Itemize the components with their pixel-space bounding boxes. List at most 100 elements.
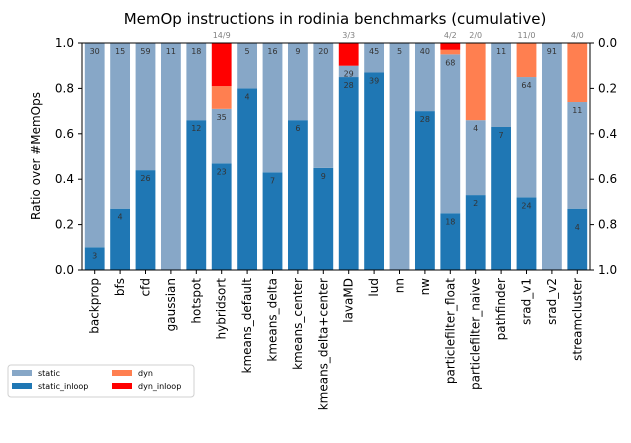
- legend: static static_inloop dyn dyn_inloop: [7, 364, 195, 398]
- legend-swatch-dyn_inloop: [112, 383, 132, 389]
- x-tick-label-hybridsort: hybridsort: [215, 278, 229, 340]
- x-tick-label-kmeans_delta+center: kmeans_delta+center: [316, 278, 330, 410]
- static-label-kmeans_delta+center: 20: [318, 47, 328, 56]
- inloop-label-particlefilter_float: 18: [445, 217, 455, 226]
- inloop-label-lavaMD: 28: [344, 81, 354, 90]
- static-label-pathfinder: 11: [496, 47, 506, 56]
- x-tick-label-srad_v1: srad_v1: [520, 278, 534, 325]
- y-tick-label-right-0.6: 0.6: [598, 172, 617, 186]
- axes-layer: backprop bfs cfd gaussian hotspot hybridsort k…: [55, 36, 617, 410]
- legend-label-dyn: dyn: [138, 369, 153, 378]
- bar-static_inloop-kmeans_delta: [262, 172, 283, 270]
- bar-static_inloop-streamcluster: [567, 208, 588, 270]
- top-label-streamcluster: 4/0: [571, 31, 584, 40]
- x-tick-label-bfs: bfs: [113, 278, 127, 296]
- inloop-label-pathfinder: 7: [499, 131, 504, 140]
- bar-static-nw: [414, 43, 435, 112]
- static-label-particlefilter_naive: 4: [473, 124, 478, 133]
- x-tick-label-cfd: cfd: [139, 278, 153, 296]
- y-tick-label-left-0.8: 0.8: [55, 81, 74, 95]
- inloop-label-kmeans_delta+center: 9: [321, 172, 326, 181]
- top-label-particlefilter_naive: 2/0: [469, 31, 482, 40]
- x-tick-label-nw: nw: [418, 278, 432, 296]
- bar-static-srad_v2: [541, 43, 562, 270]
- bar-static_inloop-kmeans_default: [237, 88, 258, 271]
- inloop-label-backprop: 3: [92, 251, 97, 260]
- top-label-srad_v1: 11/0: [518, 31, 536, 40]
- bar-dyn-particlefilter_float: [440, 49, 461, 55]
- bar-static-particlefilter_float: [440, 54, 461, 214]
- legend-label-static_inloop: static_inloop: [38, 382, 88, 391]
- static-label-hybridsort: 35: [217, 113, 227, 122]
- bar-static-nn: [389, 43, 410, 270]
- y-tick-label-right-0.4: 0.4: [598, 127, 617, 141]
- bar-static_inloop-nw: [414, 111, 435, 270]
- bar-static-kmeans_delta+center: [313, 43, 334, 168]
- static-label-kmeans_center: 9: [295, 47, 300, 56]
- bar-static_inloop-particlefilter_naive: [465, 195, 486, 270]
- legend-label-dyn_inloop: dyn_inloop: [138, 382, 181, 391]
- static-label-kmeans_default: 5: [245, 47, 250, 56]
- bar-static-backprop: [84, 43, 105, 248]
- bar-static-kmeans_center: [287, 43, 308, 121]
- chart-title: MemOp instructions in rodinia benchmarks…: [124, 10, 547, 28]
- y-tick-label-left-0.0: 0.0: [55, 263, 74, 277]
- bar-static-cfd: [135, 43, 156, 171]
- bar-static_inloop-hybridsort: [211, 163, 232, 270]
- bar-dyn_inloop-particlefilter_float: [440, 43, 461, 50]
- bar-static_inloop-hotspot: [186, 120, 207, 271]
- top-label-particlefilter_float: 4/2: [444, 31, 457, 40]
- x-tick-label-particlefilter_naive: particlefilter_naive: [469, 278, 483, 390]
- bar-static-kmeans_default: [237, 43, 258, 89]
- x-tick-label-hotspot: hotspot: [189, 278, 203, 324]
- bar-static_inloop-kmeans_center: [287, 120, 308, 271]
- legend-box: [7, 364, 195, 398]
- legend-swatch-static: [12, 370, 32, 376]
- legend-swatch-dyn: [112, 370, 132, 376]
- static-label-streamcluster: 11: [572, 106, 582, 115]
- bar-static-hybridsort: [211, 108, 232, 164]
- bar-dyn-streamcluster: [567, 43, 588, 103]
- static-label-kmeans_delta: 16: [267, 47, 277, 56]
- bar-static_inloop-pathfinder: [491, 126, 512, 271]
- inloop-label-hotspot: 12: [191, 124, 201, 133]
- x-tick-label-particlefilter_float: particlefilter_float: [443, 278, 457, 384]
- bar-static-lavaMD: [338, 65, 359, 78]
- y-tick-label-left-0.2: 0.2: [55, 218, 74, 232]
- x-tick-label-pathfinder: pathfinder: [494, 278, 508, 340]
- inloop-label-cfd: 26: [140, 174, 150, 183]
- bar-static-streamcluster: [567, 102, 588, 209]
- inloop-label-hybridsort: 23: [217, 167, 227, 176]
- inloop-label-kmeans_delta: 7: [270, 176, 275, 185]
- y-tick-label-left-1.0: 1.0: [55, 36, 74, 50]
- static-label-nn: 5: [397, 47, 402, 56]
- x-tick-label-srad_v2: srad_v2: [545, 278, 559, 325]
- bar-static-bfs: [110, 43, 131, 209]
- x-tick-label-kmeans_center: kmeans_center: [291, 278, 305, 370]
- y-tick-label-left-0.4: 0.4: [55, 172, 74, 186]
- y-tick-label-right-0.8: 0.8: [598, 218, 617, 232]
- static-label-backprop: 30: [90, 47, 100, 56]
- bar-dyn-particlefilter_naive: [465, 43, 486, 121]
- x-tick-label-kmeans_delta: kmeans_delta: [266, 278, 280, 362]
- static-label-gaussian: 11: [166, 47, 176, 56]
- bar-static_inloop-lud: [364, 72, 385, 270]
- bar-static-kmeans_delta: [262, 43, 283, 173]
- bar-static_inloop-cfd: [135, 170, 156, 270]
- inloop-label-kmeans_center: 6: [295, 124, 300, 133]
- y-axis-label: Ratio over #MemOps: [29, 92, 43, 220]
- bar-static_inloop-bfs: [110, 208, 131, 270]
- static-label-cfd: 59: [140, 47, 150, 56]
- bar-static_inloop-backprop: [84, 247, 105, 270]
- static-label-srad_v1: 64: [521, 81, 531, 90]
- bar-static_inloop-srad_v1: [516, 197, 537, 270]
- top-label-hybridsort: 14/9: [213, 31, 231, 40]
- y-tick-label-right-0.0: 0.0: [598, 36, 617, 50]
- legend-label-static: static: [38, 369, 60, 378]
- static-label-hotspot: 18: [191, 47, 201, 56]
- y-tick-label-left-0.6: 0.6: [55, 127, 74, 141]
- static-label-srad_v2: 91: [547, 47, 557, 56]
- x-tick-label-gaussian: gaussian: [164, 278, 178, 331]
- bar-static-hotspot: [186, 43, 207, 121]
